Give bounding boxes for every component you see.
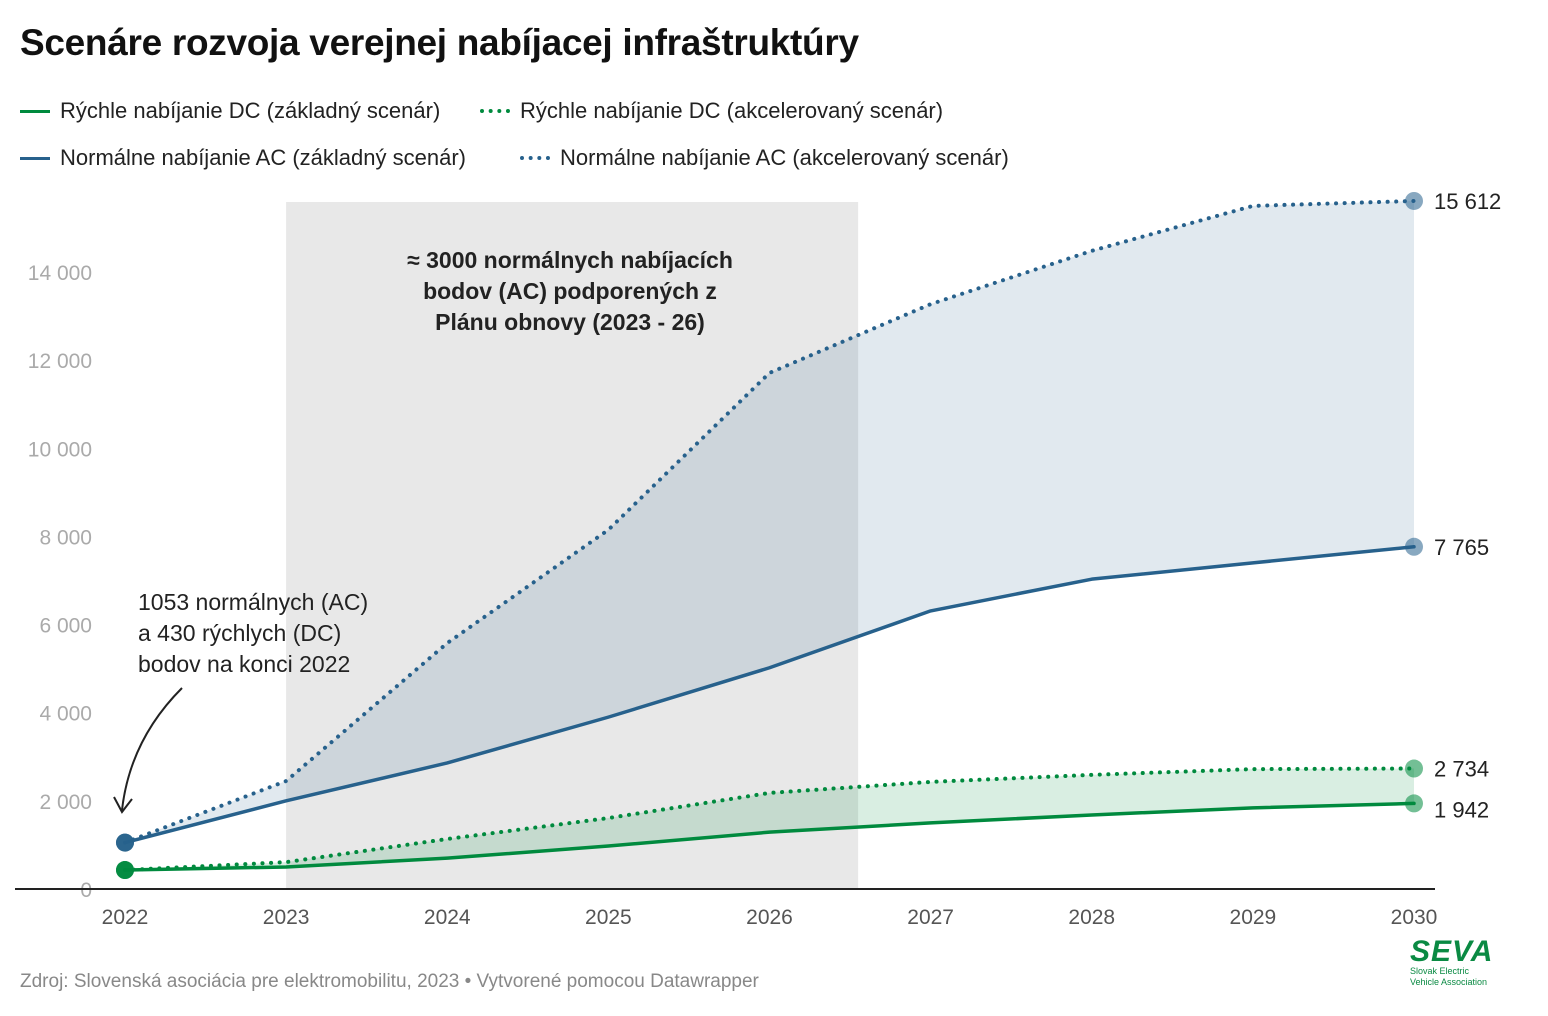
end-value-label: 15 612 <box>1434 189 1501 214</box>
legend-swatch <box>20 156 50 160</box>
area-dc-range <box>125 768 1414 871</box>
y-tick-label: 0 <box>80 879 92 902</box>
y-tick-label: 10 000 <box>28 438 92 461</box>
series-line-ac_base <box>123 545 1416 845</box>
data-point-dc_base <box>1405 794 1423 813</box>
legend-ac-accelerated: Normálne nabíjanie AC (akcelerovaný scen… <box>520 145 1009 171</box>
logo-line2: Vehicle Association <box>1410 977 1488 987</box>
highlight-annotation: Plánu obnovy (2023 - 26) <box>435 309 705 335</box>
legend-swatch <box>480 109 510 113</box>
end-value-label: 1 942 <box>1434 797 1489 822</box>
legend-label: Rýchle nabíjanie DC (základný scenár) <box>60 98 441 123</box>
series-line-dc_acc <box>123 766 1416 873</box>
end-value-label: 2 734 <box>1434 757 1489 782</box>
chart-title: Scenáre rozvoja verejnej nabíjacej infra… <box>20 22 859 63</box>
data-point-ac_base <box>1405 537 1423 556</box>
seva-logo: SEVA Slovak Electric Vehicle Association <box>1410 935 1496 988</box>
x-tick-label: 2030 <box>1391 906 1438 929</box>
start-annotation: a 430 rýchlych (DC) <box>138 620 341 646</box>
data-point-dc_base <box>116 861 134 880</box>
highlight-annotation: bodov (AC) podporených z <box>423 278 717 304</box>
annotation-arrow <box>121 687 183 811</box>
source-note: Zdroj: Slovenská asociácia pre elektromo… <box>20 971 759 992</box>
y-tick-label: 2 000 <box>39 791 92 814</box>
legend-swatch <box>520 156 550 160</box>
area-ac-range <box>125 200 1414 843</box>
y-tick-label: 6 000 <box>39 615 92 638</box>
y-tick-label: 14 000 <box>28 262 92 285</box>
end-value-label: 7 765 <box>1434 535 1489 560</box>
legend-label: Rýchle nabíjanie DC (akcelerovaný scenár… <box>520 98 944 123</box>
annotation-arrowhead <box>113 796 133 814</box>
x-tick-label: 2027 <box>907 906 954 929</box>
x-tick-label: 2022 <box>102 906 149 929</box>
legend-dc-accelerated: Rýchle nabíjanie DC (akcelerovaný scenár… <box>480 98 943 124</box>
highlight-band <box>286 202 859 889</box>
start-annotation: 1053 normálnych (AC) <box>138 589 368 615</box>
x-tick-label: 2024 <box>424 906 471 929</box>
y-tick-label: 12 000 <box>28 350 92 373</box>
logo-mark: SEVA <box>1410 935 1494 968</box>
logo-line1: Slovak Electric <box>1410 966 1470 976</box>
series-line-dc_base <box>123 801 1416 872</box>
legend-dc-base: Rýchle nabíjanie DC (základný scenár) <box>20 98 440 124</box>
highlight-annotation: ≈ 3000 normálnych nabíjacích <box>407 247 733 273</box>
legend-label: Normálne nabíjanie AC (základný scenár) <box>60 145 466 170</box>
data-point-dc_acc <box>1405 759 1423 778</box>
data-point-ac_acc <box>1405 191 1423 210</box>
legend-swatch <box>20 109 50 113</box>
x-tick-label: 2026 <box>746 906 793 929</box>
y-tick-label: 4 000 <box>39 703 92 726</box>
x-tick-label: 2025 <box>585 906 632 929</box>
x-tick-label: 2023 <box>263 906 310 929</box>
y-tick-label: 8 000 <box>39 526 92 549</box>
x-tick-label: 2029 <box>1230 906 1277 929</box>
start-annotation: bodov na konci 2022 <box>138 651 350 677</box>
data-point-ac_base <box>116 833 134 852</box>
series-line-ac_acc <box>123 198 1416 845</box>
legend-ac-base: Normálne nabíjanie AC (základný scenár) <box>20 145 466 171</box>
legend-label: Normálne nabíjanie AC (akcelerovaný scen… <box>560 145 1009 170</box>
x-tick-label: 2028 <box>1068 906 1115 929</box>
